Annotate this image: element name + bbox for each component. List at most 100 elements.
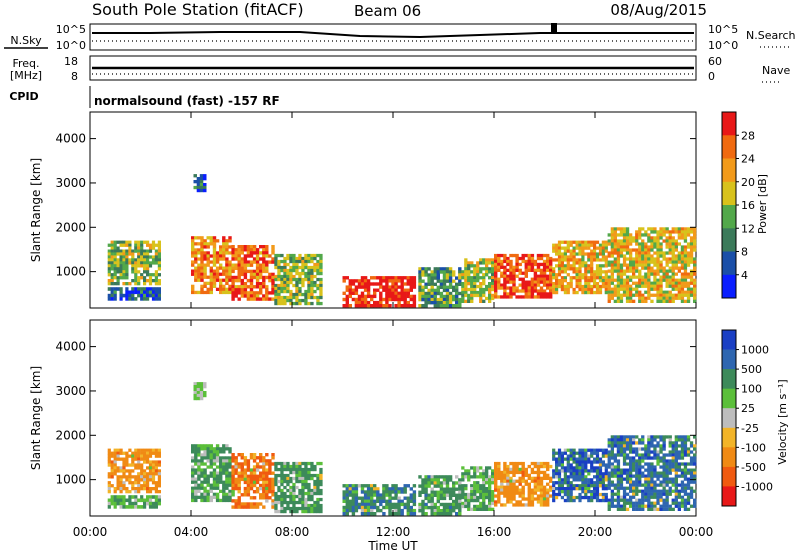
echo-cell <box>259 477 263 482</box>
echo-cell <box>406 505 410 510</box>
echo-cell <box>607 453 611 457</box>
echo-cell <box>134 270 138 274</box>
echo-cell <box>137 463 141 467</box>
echo-cell <box>271 251 275 255</box>
echo-cell <box>222 266 226 270</box>
echo-cell <box>249 260 254 264</box>
echo-cell <box>686 477 691 481</box>
echo-cell <box>659 266 663 270</box>
echo-cell <box>539 271 544 275</box>
echo-cell <box>560 240 564 244</box>
echo-cell <box>552 495 556 500</box>
echo-cell <box>427 499 431 504</box>
echo-cell <box>584 273 588 277</box>
echo-cell <box>494 256 498 261</box>
echo-cell <box>641 245 645 249</box>
echo-cell <box>110 258 114 262</box>
echo-cell <box>252 465 257 469</box>
colorbar-segment <box>722 447 736 468</box>
echo-cell <box>148 448 153 452</box>
echo-cell <box>307 295 311 300</box>
echo-cell <box>234 459 238 463</box>
echo-cell <box>125 282 129 286</box>
echo-cell <box>430 475 434 479</box>
echo-cell <box>379 276 383 280</box>
echo-cell <box>268 490 272 494</box>
echo-cell <box>625 441 630 445</box>
echo-cell <box>647 474 651 478</box>
echo-cell <box>215 254 220 258</box>
echo-cell <box>619 245 624 249</box>
echo-cell <box>476 507 480 511</box>
echo-cell <box>503 476 507 480</box>
echo-cell <box>470 498 474 503</box>
echo-cell <box>473 282 477 286</box>
echo-cell <box>418 493 422 497</box>
echo-cell <box>252 272 257 277</box>
echo-cell <box>524 253 528 258</box>
echo-cell <box>252 456 257 460</box>
echo-cell <box>632 260 636 264</box>
echo-cell <box>677 462 681 466</box>
echo-cell <box>560 487 564 491</box>
echo-cell <box>536 467 541 472</box>
echo-cell <box>295 506 299 511</box>
echo-cell <box>497 256 501 261</box>
echo-cell <box>280 470 284 475</box>
echo-cell <box>342 496 346 500</box>
echo-cell <box>659 456 663 460</box>
echo-cell <box>601 463 605 467</box>
echo-cell <box>536 295 541 299</box>
echo-cell <box>625 290 630 294</box>
echo-cell <box>271 291 275 295</box>
echo-cell <box>613 290 617 294</box>
echo-cell <box>647 251 651 255</box>
echo-cell <box>497 283 501 287</box>
echo-cell <box>113 498 117 503</box>
echo-cell <box>116 261 120 265</box>
echo-cell <box>455 301 459 305</box>
echo-cell <box>455 288 459 293</box>
echo-cell <box>225 483 229 487</box>
echo-cell <box>619 227 624 231</box>
echo-cell <box>536 497 541 501</box>
echo-cell <box>262 278 266 283</box>
echo-cell <box>107 273 111 277</box>
echo-cell <box>653 447 657 451</box>
echo-cell <box>619 495 624 499</box>
echo-cell <box>601 282 605 286</box>
echo-cell <box>122 252 126 256</box>
echo-cell <box>665 293 669 297</box>
echo-cell <box>397 297 401 302</box>
echo-cell <box>354 505 359 510</box>
echo-cell <box>497 467 501 472</box>
echo-cell <box>421 478 425 482</box>
echo-cell <box>268 275 272 280</box>
echo-cell <box>476 267 480 271</box>
echo-cell <box>578 469 582 473</box>
echo-cell <box>373 291 377 295</box>
echo-cell <box>237 285 241 289</box>
echo-cell <box>455 285 459 289</box>
echo-cell <box>418 282 422 286</box>
echo-cell <box>607 486 611 490</box>
echo-cell <box>555 264 559 268</box>
echo-cell <box>515 470 519 475</box>
echo-cell <box>301 509 305 514</box>
echo-cell <box>494 476 498 480</box>
echo-cell <box>433 502 437 507</box>
echo-cell <box>225 257 229 261</box>
echo-cell <box>552 249 556 253</box>
echo-cell <box>249 282 254 286</box>
echo-cell <box>629 477 633 481</box>
echo-cell <box>316 488 320 493</box>
echo-cell <box>689 248 694 252</box>
echo-cell <box>629 260 633 264</box>
echo-cell <box>491 293 495 298</box>
echo-cell <box>154 297 158 301</box>
echo-cell <box>506 494 510 498</box>
echo-cell <box>237 505 241 509</box>
echo-cell <box>203 489 207 493</box>
echo-cell <box>625 293 630 297</box>
echo-cell <box>533 488 538 492</box>
